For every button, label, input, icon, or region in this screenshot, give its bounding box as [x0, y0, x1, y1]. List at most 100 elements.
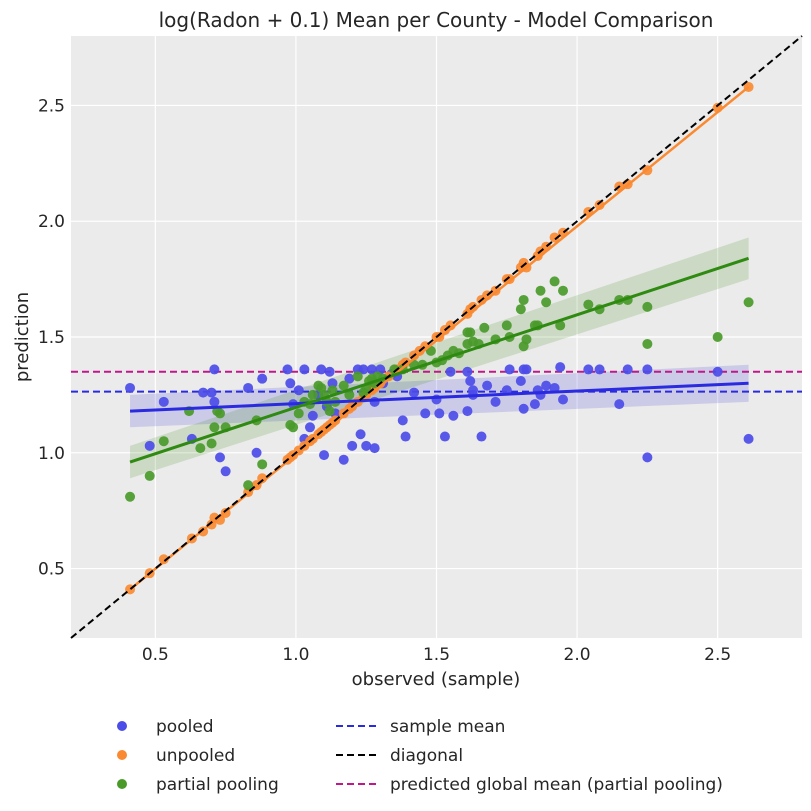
pooled-point [369, 443, 380, 454]
x-tick-label: 2.5 [704, 645, 731, 665]
pooled-point [521, 364, 532, 375]
y-axis-label: prediction [12, 292, 33, 382]
partial-pooling-point [518, 294, 529, 305]
pooled-point [206, 387, 217, 398]
diagonal-line-group [70, 35, 803, 639]
partial-pooling-point [558, 285, 569, 296]
pooled-point [125, 382, 136, 393]
partial-pooling-point [215, 408, 226, 419]
x-axis-label: observed (sample) [352, 669, 521, 690]
partial-pooling-point [327, 385, 338, 396]
pooled-point [594, 364, 605, 375]
pooled-point [369, 396, 380, 407]
pooled-fit-line [129, 381, 749, 413]
pooled-point [344, 373, 355, 384]
pooled-point [158, 396, 169, 407]
reference-lines [71, 370, 802, 393]
pooled-point [144, 440, 155, 451]
partial-pooling-point [515, 304, 526, 315]
partial-pooling-point [293, 408, 304, 419]
pooled-point [555, 362, 566, 373]
partial-pooling-point [743, 297, 754, 308]
chart-title: log(Radon + 0.1) Mean per County - Model… [159, 8, 714, 32]
pooled-point [251, 447, 262, 458]
pooled-point [304, 422, 315, 433]
legend-label: diagonal [390, 746, 463, 766]
pooled-point [327, 378, 338, 389]
partial-pooling-point [307, 389, 318, 400]
partial-pooling-point [521, 334, 532, 345]
pooled-point [257, 373, 268, 384]
partial-pooling-point [712, 332, 723, 342]
partial-pooling-point [324, 406, 335, 417]
legend-marker-unpooled [117, 750, 127, 760]
pooled-point [420, 408, 431, 419]
pooled-point [299, 364, 310, 375]
pooled-point [529, 399, 540, 410]
partial-pooling-point [243, 480, 254, 491]
pooled-point [642, 452, 653, 463]
y-tick-label: 1.5 [38, 328, 65, 348]
pooled-point [558, 394, 569, 405]
partial-pooling-point [541, 297, 552, 308]
pooled-point [316, 364, 327, 375]
pooled-point [439, 431, 450, 442]
y-tick-label: 1.0 [38, 444, 65, 464]
partial-pooling-point [257, 459, 268, 470]
pooled-point [358, 364, 369, 375]
pooled-point [361, 440, 372, 451]
partial-pooling-point [479, 322, 490, 333]
pooled-point [622, 364, 633, 375]
pooled-point [476, 431, 487, 442]
x-axis-ticks: 0.5 1.0 1.5 2.0 2.5 [142, 645, 731, 665]
pooled-point [462, 406, 473, 417]
pooled-point [482, 380, 493, 391]
pooled-point [324, 366, 335, 377]
unpooled-point [158, 554, 169, 565]
partial-pooling-point [344, 389, 355, 400]
pooled-point [209, 396, 220, 407]
legend-label: predicted global mean (partial pooling) [390, 775, 723, 795]
pooled-point [712, 366, 723, 377]
partial-pooling-point [535, 285, 546, 296]
pooled-point [614, 399, 625, 410]
pooled-point [198, 387, 209, 398]
legend-label: partial pooling [156, 775, 279, 795]
partial-pooling-point [583, 299, 594, 310]
legend-label: unpooled [156, 746, 235, 766]
y-axis-ticks: 0.5 1.0 1.5 2.0 2.5 [38, 96, 65, 579]
partial-pooling-point [642, 338, 653, 349]
diagonal-line [70, 35, 803, 639]
partial-pooling-point [352, 371, 363, 382]
partial-pooling-point [206, 438, 217, 449]
legend-label: pooled [156, 717, 214, 737]
unpooled-point [549, 232, 560, 243]
pooled-point [541, 380, 552, 391]
pooled-point [583, 364, 594, 375]
pooled-point [307, 410, 318, 421]
x-tick-label: 2.0 [564, 645, 591, 665]
pooled-point [282, 364, 293, 375]
pooled-point [465, 375, 476, 386]
partial-pooling-point [158, 436, 169, 447]
pooled-point [409, 387, 420, 398]
partial-pooling-fit-line [129, 256, 750, 464]
pooled-point [347, 440, 358, 451]
pooled-point [397, 415, 408, 426]
pooled-point [355, 429, 366, 440]
partial-pooling-point [338, 380, 349, 391]
y-tick-label: 0.5 [38, 560, 65, 580]
partial-pooling-point [125, 491, 136, 502]
y-tick-label: 2.0 [38, 212, 65, 232]
pooled-point [743, 433, 754, 444]
series-pooled [125, 362, 754, 477]
pooled-point [462, 366, 473, 377]
pooled-point [366, 364, 377, 375]
pooled-point [400, 431, 411, 442]
partial-pooling-point [501, 320, 512, 331]
partial-pooling-point [465, 327, 476, 338]
pooled-point [504, 364, 515, 375]
partial-pooling-point [195, 443, 206, 454]
pooled-point [215, 452, 226, 463]
